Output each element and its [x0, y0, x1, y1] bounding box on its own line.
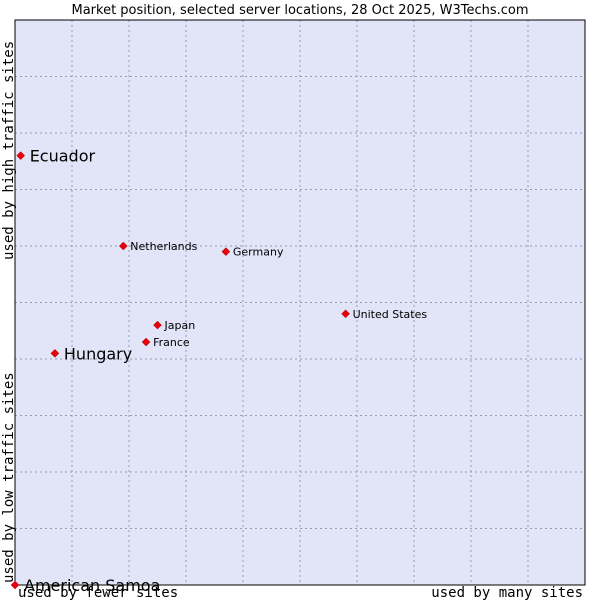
point-label-ecuador: Ecuador	[30, 147, 96, 166]
point-label-united-states: United States	[353, 308, 428, 321]
point-united-states	[341, 309, 350, 319]
point-label-netherlands: Netherlands	[130, 240, 197, 253]
x-axis-label-left: used by fewer sites	[18, 585, 178, 600]
point-label-american-samoa: American Samoa	[24, 576, 160, 595]
point-ecuador	[16, 151, 26, 160]
point-label-hungary: Hungary	[64, 344, 132, 363]
y-axis-label-top: used by high traffic sites	[1, 41, 17, 260]
point-japan	[153, 320, 162, 330]
point-netherlands	[118, 241, 128, 251]
point-label-germany: Germany	[233, 246, 284, 259]
point-germany	[221, 247, 231, 257]
point-france	[141, 337, 151, 347]
point-american-samoa	[10, 580, 20, 590]
y-axis-label-bottom: used by low traffic sites	[1, 372, 17, 583]
point-label-france: France	[153, 336, 190, 349]
points-layer: Ecuador Netherlands Germany United States Ja…	[10, 147, 428, 595]
point-hungary	[50, 348, 60, 358]
plot-frame	[14, 19, 586, 586]
chart-title: Market position, selected server locatio…	[71, 3, 528, 18]
point-label-japan: Japan	[164, 319, 196, 332]
x-axis-label-right: used by many sites	[431, 585, 583, 600]
grid	[15, 20, 585, 585]
